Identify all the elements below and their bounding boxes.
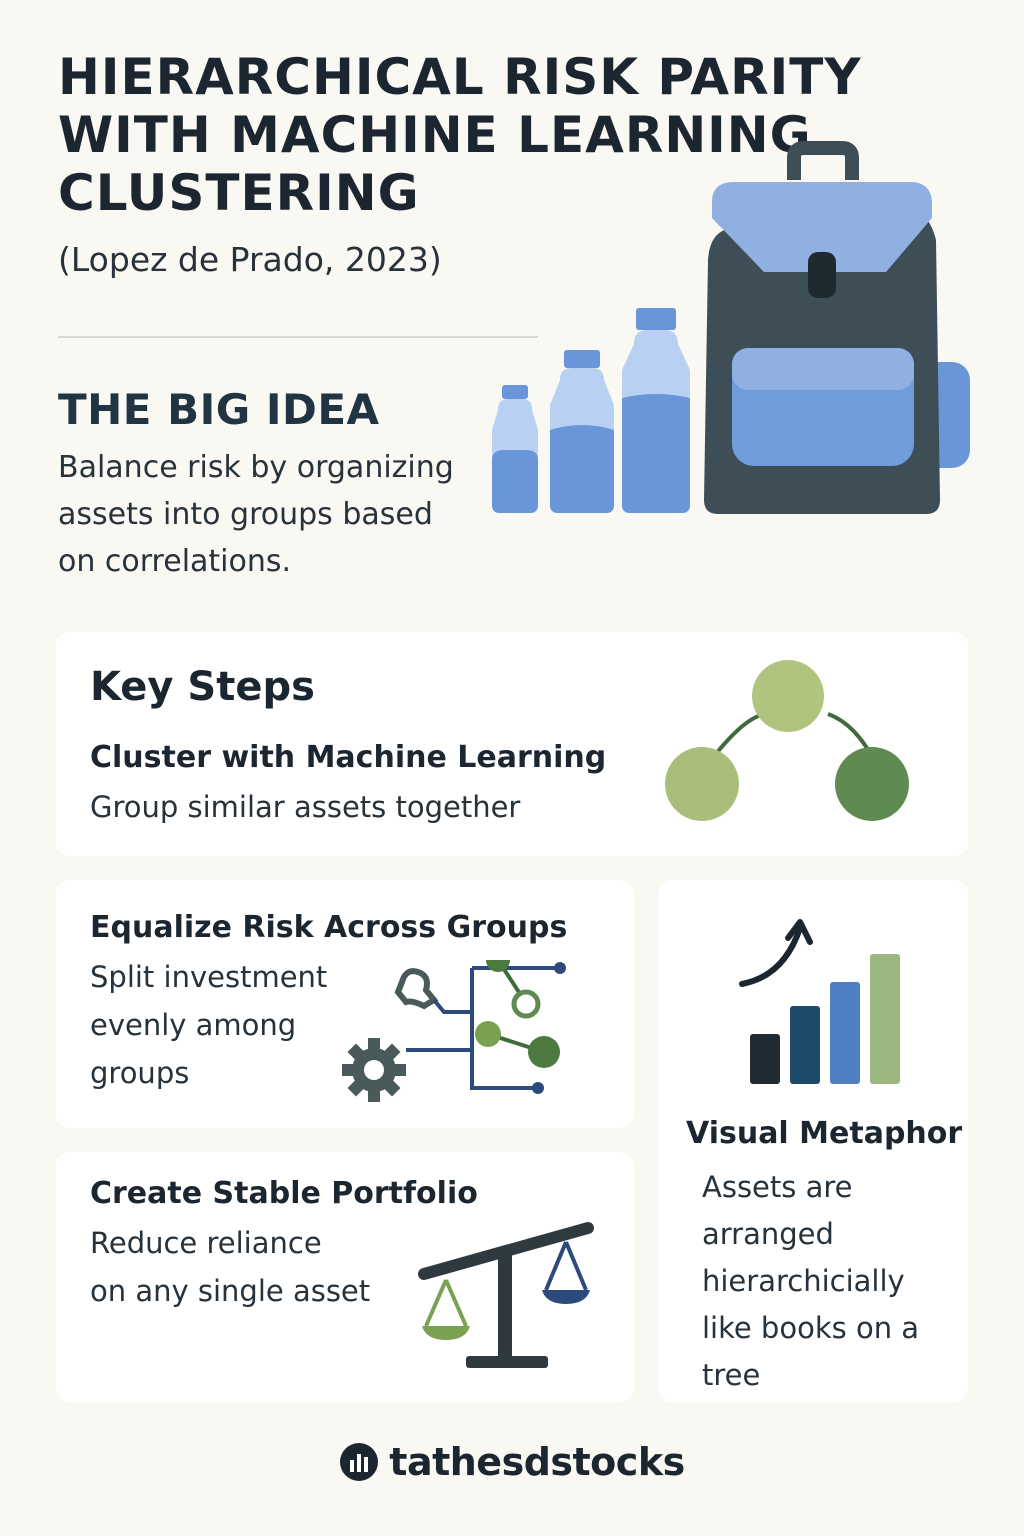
step-stable-line-2: on any single asset: [90, 1274, 371, 1308]
big-idea-line-2: assets into groups based: [58, 497, 433, 532]
key-steps-card: Key Steps Cluster with Machine Learning …: [56, 632, 968, 856]
title-line-3: CLUSTERING: [58, 164, 420, 222]
bar-chart-icon: [739, 919, 900, 1084]
metaphor-heading: Visual Metaphor: [686, 1116, 963, 1151]
brand-logo-icon: [340, 1443, 379, 1481]
step-equalize-line-2: evenly among: [90, 1008, 297, 1042]
step-stable-title: Create Stable Portfolio: [90, 1176, 478, 1211]
big-idea-line-3: on correlations.: [58, 544, 292, 579]
page-subtitle: (Lopez de Prado, 2023): [58, 240, 442, 279]
brand-footer: tathesdstocks: [0, 1440, 1024, 1486]
step-equalize-line-1: Split investment: [90, 960, 328, 994]
water-bottle-icon: [492, 308, 690, 513]
title-line-1: HIERARCHICAL RISK PARITY: [58, 48, 862, 106]
backpack-icon: [704, 141, 970, 514]
big-idea-heading: THE BIG IDEA: [58, 385, 380, 434]
balance-scale-icon: [418, 1222, 594, 1368]
key-steps-heading: Key Steps: [90, 664, 315, 710]
equalize-risk-card: Equalize Risk Across Groups Split invest…: [56, 880, 634, 1128]
page-title: HIERARCHICAL RISK PARITY WITH MACHINE LE…: [58, 48, 862, 222]
step-cluster-title: Cluster with Machine Learning: [90, 740, 607, 775]
up-arrow-icon: [739, 919, 813, 987]
step-equalize-title: Equalize Risk Across Groups: [90, 910, 568, 945]
gear-icon: [342, 1038, 406, 1102]
metaphor-line-3: hierarchicially: [702, 1264, 905, 1298]
metaphor-line-1: Assets are: [702, 1170, 853, 1204]
stable-portfolio-card: Create Stable Portfolio Reduce reliance …: [56, 1152, 634, 1402]
network-icon: [342, 960, 566, 1102]
metaphor-line-2: arranged: [702, 1217, 834, 1251]
brand-name: tathesdstocks: [389, 1440, 685, 1484]
metaphor-line-5: tree: [702, 1358, 761, 1392]
big-idea-line-1: Balance risk by organizing: [58, 450, 454, 485]
title-line-2: WITH MACHINE LEARNING: [58, 106, 812, 164]
step-stable-line-1: Reduce reliance: [90, 1226, 322, 1260]
cluster-tree-icon: [665, 660, 909, 821]
step-equalize-line-3: groups: [90, 1056, 190, 1090]
divider: [58, 336, 538, 338]
step-cluster-text: Group similar assets together: [90, 790, 521, 824]
metaphor-line-4: like books on a: [702, 1311, 920, 1345]
visual-metaphor-card: Visual Metaphor Assets are arranged hier…: [658, 880, 968, 1402]
